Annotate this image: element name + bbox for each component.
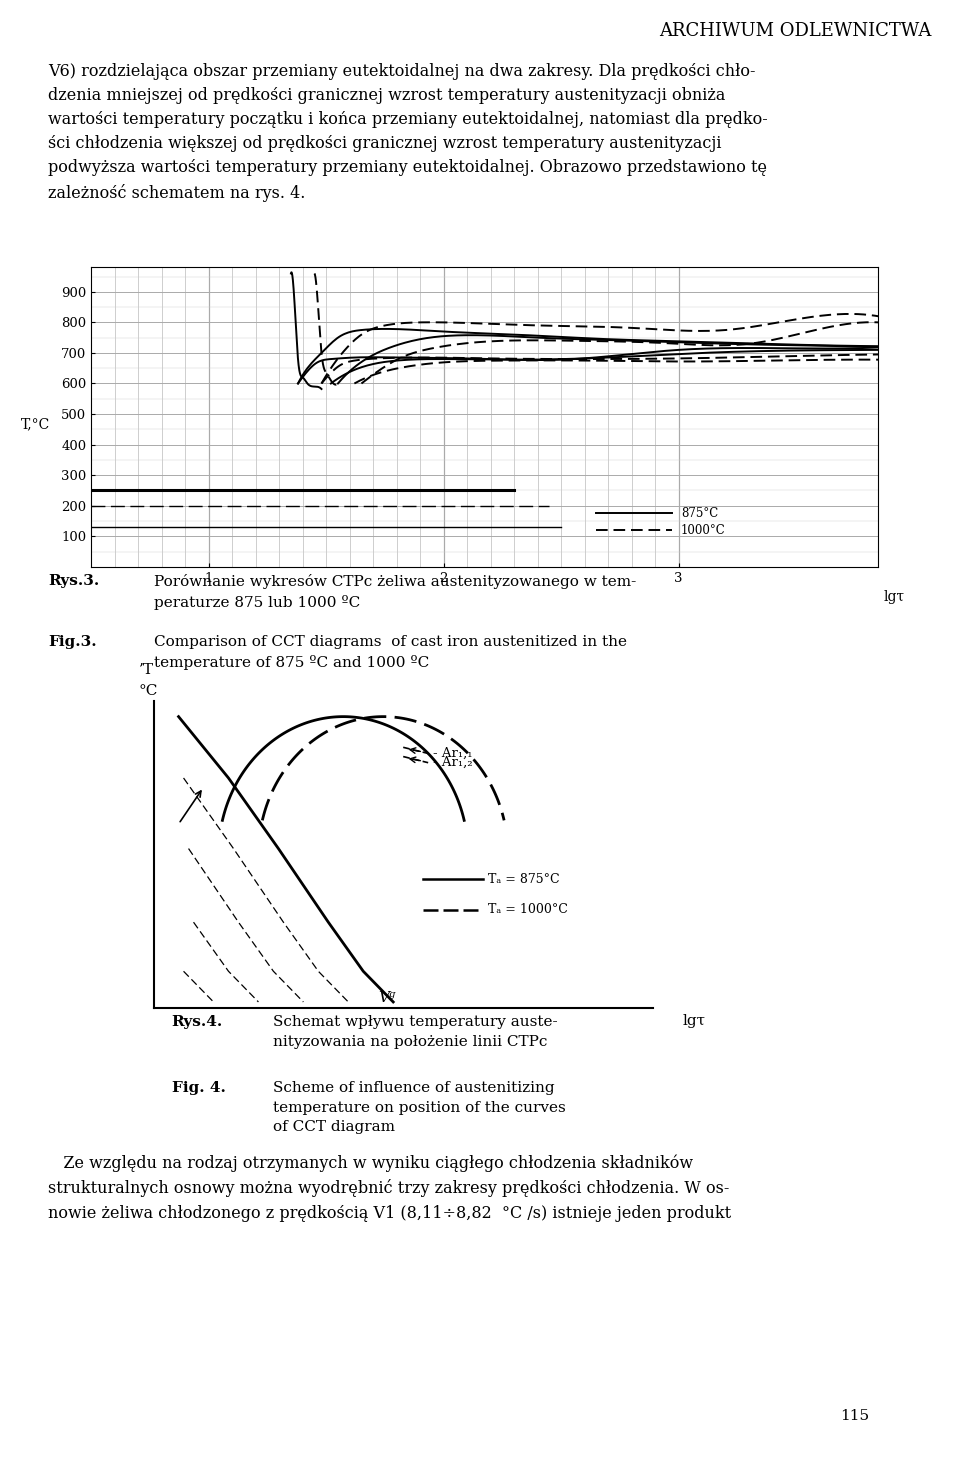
Text: Rys.4.: Rys.4. bbox=[172, 1015, 223, 1030]
Text: Scheme of influence of austenitizing
temperature on position of the curves
of CC: Scheme of influence of austenitizing tem… bbox=[274, 1081, 566, 1134]
Text: Comparison of CCT diagrams  of cast iron austenitized in the
temperature of 875 : Comparison of CCT diagrams of cast iron … bbox=[154, 636, 627, 671]
Text: Ze względu na rodzaj otrzymanych w wyniku ciągłego chłodzenia składników
struktu: Ze względu na rodzaj otrzymanych w wynik… bbox=[48, 1154, 732, 1221]
Text: 115: 115 bbox=[840, 1410, 869, 1423]
Text: - Ar₁,₁: - Ar₁,₁ bbox=[433, 747, 472, 760]
Text: °C: °C bbox=[138, 684, 158, 698]
Text: 875°C: 875°C bbox=[681, 507, 718, 520]
Text: 1000°C: 1000°C bbox=[681, 523, 726, 536]
Text: lgτ: lgτ bbox=[883, 590, 904, 603]
Text: Tₐ = 875°C: Tₐ = 875°C bbox=[488, 872, 560, 885]
Text: ARCHIWUM ODLEWNICTWA: ARCHIWUM ODLEWNICTWA bbox=[659, 22, 931, 41]
Text: ’T: ’T bbox=[138, 663, 154, 676]
Text: Schemat wpływu temperatury auste-
nityzowania na położenie linii CTPc: Schemat wpływu temperatury auste- nityzo… bbox=[274, 1015, 558, 1049]
Text: Porównanie wykresów CTPc żeliwa austenityzowanego w tem-
peraturze 875 lub 1000 : Porównanie wykresów CTPc żeliwa austenit… bbox=[154, 574, 636, 611]
Text: Rys.3.: Rys.3. bbox=[48, 574, 99, 589]
Text: - Ar₁,₂: - Ar₁,₂ bbox=[433, 757, 472, 768]
Text: Fig. 4.: Fig. 4. bbox=[172, 1081, 226, 1096]
Text: Vᵍ: Vᵍ bbox=[378, 991, 396, 1005]
Text: lgτ: lgτ bbox=[683, 1014, 706, 1029]
Text: V6) rozdzielająca obszar przemiany eutektoidalnej na dwa zakresy. Dla prędkości : V6) rozdzielająca obszar przemiany eutek… bbox=[48, 63, 768, 202]
Text: Fig.3.: Fig.3. bbox=[48, 636, 97, 649]
Text: Tₐ = 1000°C: Tₐ = 1000°C bbox=[488, 903, 568, 916]
Y-axis label: T,°C: T,°C bbox=[21, 418, 50, 431]
